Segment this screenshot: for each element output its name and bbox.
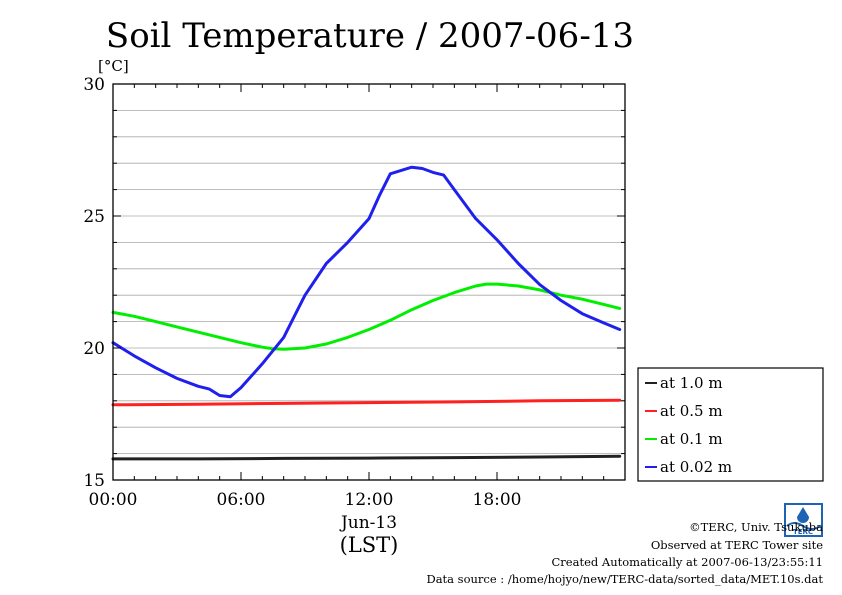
- y-axis-unit: [°C]: [98, 57, 129, 75]
- legend-label: at 0.5 m: [660, 402, 723, 420]
- y-tick-label: 30: [83, 75, 105, 95]
- series-layer: [111, 165, 622, 461]
- legend-box: [637, 367, 824, 482]
- terc-logo: TERC: [784, 503, 823, 537]
- chart-title: Soil Temperature / 2007-06-13: [106, 16, 634, 56]
- logo-text: TERC: [793, 528, 813, 536]
- legend: at 1.0 m at 0.5 m at 0.1 m at 0.02 m: [637, 367, 824, 482]
- legend-label: at 0.1 m: [660, 430, 723, 448]
- x-date-label: Jun-13: [339, 513, 397, 533]
- series-line: [111, 454, 622, 461]
- x-tick-label: 18:00: [473, 490, 522, 510]
- observed-text: Observed at TERC Tower site: [651, 538, 823, 552]
- legend-label: at 0.02 m: [660, 458, 732, 476]
- y-tick-label: 25: [83, 207, 105, 227]
- y-tick-label: 20: [83, 339, 105, 359]
- water-drop-icon: [797, 507, 809, 523]
- source-text: Data source : /home/hojyo/new/TERC-data/…: [426, 572, 823, 586]
- wave-icon: [786, 522, 821, 530]
- series-line: [111, 282, 622, 351]
- legend-label: at 1.0 m: [660, 374, 723, 392]
- plot-frame: [112, 83, 626, 481]
- x-tick-label: 12:00: [345, 490, 394, 510]
- series-line: [111, 398, 622, 407]
- y-tick-label: 15: [83, 471, 105, 491]
- x-ticks: 00:00 06:00 12:00 18:00: [89, 84, 626, 510]
- grid-lines: [113, 110, 625, 455]
- x-tick-label: 06:00: [217, 490, 266, 510]
- series-line: [111, 165, 622, 399]
- created-text: Created Automatically at 2007-06-13/23:5…: [552, 555, 824, 569]
- x-tick-label: 00:00: [89, 490, 138, 510]
- y-ticks: 15 20 25 30: [83, 75, 625, 491]
- x-axis-label: (LST): [340, 533, 399, 557]
- copyright-text: ©TERC, Univ. Tsukuba: [689, 520, 823, 534]
